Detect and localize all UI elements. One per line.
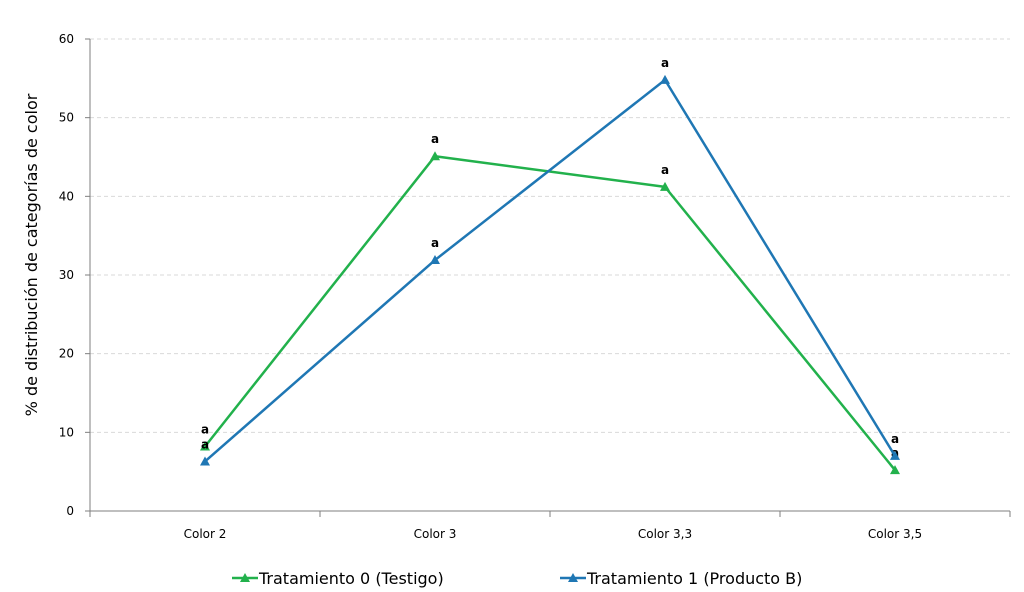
data-point-marker bbox=[200, 456, 210, 466]
data-point-marker bbox=[890, 450, 900, 460]
y-tick-label: 10 bbox=[59, 425, 74, 439]
legend-marker bbox=[568, 573, 578, 582]
data-point-marker bbox=[660, 74, 670, 84]
y-tick-label: 30 bbox=[59, 268, 74, 282]
x-tick-label: Color 3,3 bbox=[638, 527, 692, 541]
series-line bbox=[204, 78, 897, 463]
legend: Tratamiento 0 (Testigo) Tratamiento 1 (Pr… bbox=[232, 569, 802, 588]
y-axis-ticks: 0 10 20 30 40 50 60 bbox=[59, 32, 90, 518]
series-layer: aaaaaaaa bbox=[200, 56, 900, 475]
series-line bbox=[204, 154, 896, 471]
x-tick-label: Color 3 bbox=[414, 527, 457, 541]
y-axis-label: % de distribución de categorías de color bbox=[22, 93, 41, 416]
legend-label: Tratamiento 1 (Producto B) bbox=[586, 569, 802, 588]
y-tick-label: 60 bbox=[59, 32, 74, 46]
data-point-label: a bbox=[431, 236, 439, 250]
data-point-label: a bbox=[661, 163, 669, 177]
data-point-marker bbox=[430, 151, 440, 161]
data-point-label: a bbox=[661, 56, 669, 70]
data-point-label: a bbox=[201, 437, 209, 451]
y-tick-label: 20 bbox=[59, 347, 74, 361]
data-point-marker bbox=[890, 465, 900, 475]
x-tick-label: Color 2 bbox=[184, 527, 227, 541]
data-point-label: a bbox=[201, 422, 209, 436]
y-tick-label: 50 bbox=[59, 111, 74, 125]
legend-item: Tratamiento 0 (Testigo) bbox=[232, 569, 444, 588]
data-point-label: a bbox=[891, 432, 899, 446]
x-tick-label: Color 3,5 bbox=[868, 527, 922, 541]
y-tick-label: 0 bbox=[66, 504, 74, 518]
x-axis-ticks: Color 2 Color 3 Color 3,3 Color 3,5 bbox=[89, 511, 1011, 541]
legend-marker bbox=[240, 573, 250, 582]
gridlines bbox=[90, 38, 1010, 433]
data-point-marker bbox=[200, 441, 210, 451]
legend-item: Tratamiento 1 (Producto B) bbox=[560, 569, 802, 588]
y-tick-label: 40 bbox=[59, 189, 74, 203]
data-point-label: a bbox=[431, 132, 439, 146]
data-point-marker bbox=[660, 181, 670, 191]
legend-label: Tratamiento 0 (Testigo) bbox=[258, 569, 444, 588]
data-point-marker bbox=[430, 255, 440, 265]
